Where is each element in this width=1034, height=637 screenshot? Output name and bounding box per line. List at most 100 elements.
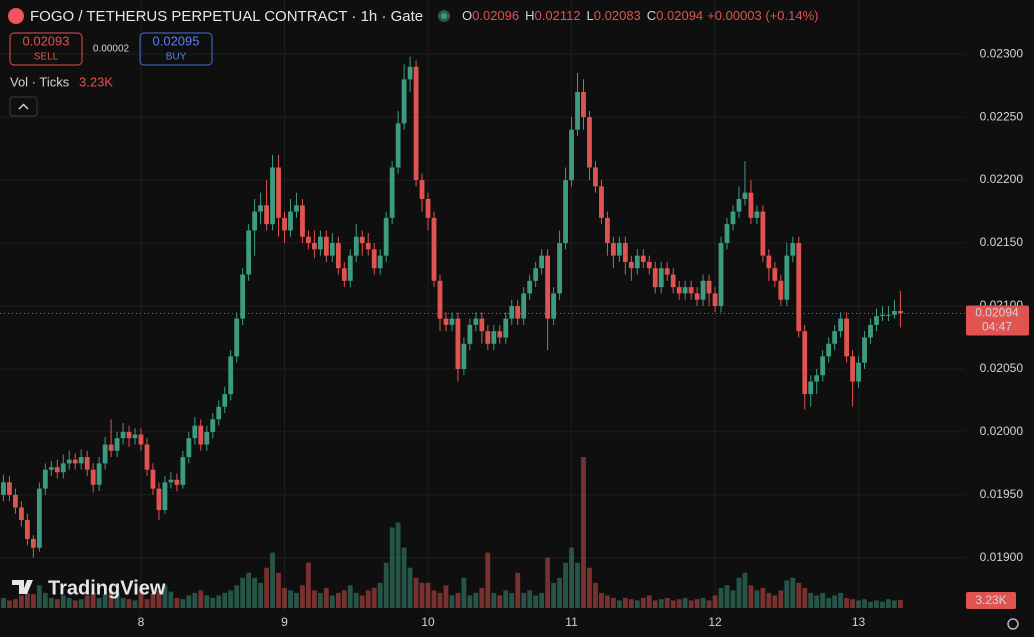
candle-body	[880, 314, 885, 317]
volume-bar	[108, 590, 114, 608]
volume-bar	[814, 595, 820, 608]
volume-bar	[60, 595, 66, 608]
candle-body	[820, 356, 826, 376]
candle-body	[718, 243, 724, 306]
volume-bar	[539, 592, 545, 608]
last-price-label: 0.02094	[975, 306, 1019, 320]
volume-bar	[820, 592, 826, 608]
candle-body	[539, 255, 545, 269]
candle-body	[796, 243, 802, 332]
volume-bar	[736, 577, 742, 608]
candle-body	[288, 211, 293, 231]
volume-bar	[497, 595, 503, 608]
volume-bar	[252, 577, 258, 608]
y-tick-label: 0.01950	[980, 487, 1024, 501]
sell-button[interactable]	[9, 32, 83, 66]
candle-body	[335, 243, 341, 269]
settings-icon[interactable]	[1007, 618, 1019, 630]
ohlc-key: C	[647, 8, 656, 23]
volume-bar	[694, 599, 700, 608]
volume-bar	[545, 557, 551, 608]
ohlc-key: H	[525, 8, 534, 23]
candle-body	[138, 434, 144, 445]
candle-body	[892, 311, 897, 315]
buy-price: 0.02095	[153, 33, 200, 48]
volume-bar	[288, 590, 293, 608]
volume-bar	[120, 597, 126, 608]
volume-bar	[784, 580, 790, 608]
volume-bar	[264, 567, 269, 608]
volume-bar	[335, 592, 341, 608]
candle-body	[700, 280, 706, 300]
volume-bar	[389, 527, 395, 608]
candle-body	[252, 211, 258, 231]
candle-body	[114, 438, 120, 451]
volume-bar	[467, 595, 473, 608]
volume-bar	[66, 597, 72, 608]
candle-body	[437, 280, 443, 319]
candle-body	[198, 425, 204, 445]
volume-bar	[383, 562, 389, 608]
candle-body	[377, 255, 383, 269]
candle-body	[874, 316, 879, 325]
candle-body	[156, 488, 162, 510]
volume-bar	[874, 600, 879, 608]
sell-label: SELL	[34, 52, 59, 63]
candle-body	[365, 243, 371, 250]
candle-body	[276, 167, 281, 218]
volume-bar	[413, 577, 419, 608]
volume-bar	[527, 590, 533, 608]
volume-bar	[102, 594, 108, 608]
buy-label: BUY	[166, 52, 187, 63]
candle-body	[886, 314, 891, 316]
volume-bar	[509, 592, 515, 608]
candle-body	[521, 293, 527, 319]
candle-body	[294, 205, 299, 212]
candle-body	[862, 337, 867, 363]
volume-bar	[126, 599, 132, 608]
collapse-button[interactable]	[9, 96, 38, 117]
volume-bar	[306, 562, 311, 608]
candle-body	[401, 79, 407, 124]
candle-body	[371, 249, 377, 269]
candle-body	[13, 494, 18, 508]
candle-body	[772, 268, 778, 281]
volume-bar	[485, 552, 491, 608]
volume-bar	[168, 591, 174, 608]
volume-bar	[676, 599, 682, 608]
chart-title: FOGO / TETHERUS PERPETUAL CONTRACT · 1h …	[30, 8, 423, 25]
candle-body	[593, 167, 598, 187]
volume-bar	[246, 572, 252, 608]
candle-body	[90, 469, 96, 485]
volume-bar	[551, 582, 556, 608]
ohlc-legend: O0.02096 H0.02112 L0.02083 C0.02094 +0.00003…	[462, 8, 818, 23]
volume-bar	[443, 585, 449, 608]
candle-body	[808, 381, 814, 395]
candle-body	[784, 255, 790, 300]
volume-bar	[892, 600, 897, 608]
candle-body	[515, 306, 521, 319]
candle-body	[844, 318, 850, 357]
candle-body	[838, 318, 844, 332]
volume-bar	[138, 587, 144, 608]
candle-body	[646, 261, 652, 269]
volume-bar	[886, 599, 891, 608]
volume-bar	[664, 597, 670, 608]
ohlc-key: O	[462, 8, 472, 23]
tv-logo-mark	[12, 580, 33, 594]
buy-button[interactable]	[139, 32, 213, 66]
volume-bar	[880, 601, 885, 608]
candle-body	[216, 406, 222, 420]
candle-body	[563, 180, 568, 244]
candle-body	[395, 123, 401, 168]
candle-body	[455, 318, 461, 369]
candle-body	[300, 205, 305, 237]
candle-body	[108, 444, 114, 451]
candle-body	[222, 394, 228, 407]
volume-bar	[282, 587, 287, 608]
volume-bar	[401, 547, 407, 608]
candle-body	[581, 91, 586, 118]
candle-body	[120, 431, 126, 439]
candle-layer	[1, 56, 903, 558]
